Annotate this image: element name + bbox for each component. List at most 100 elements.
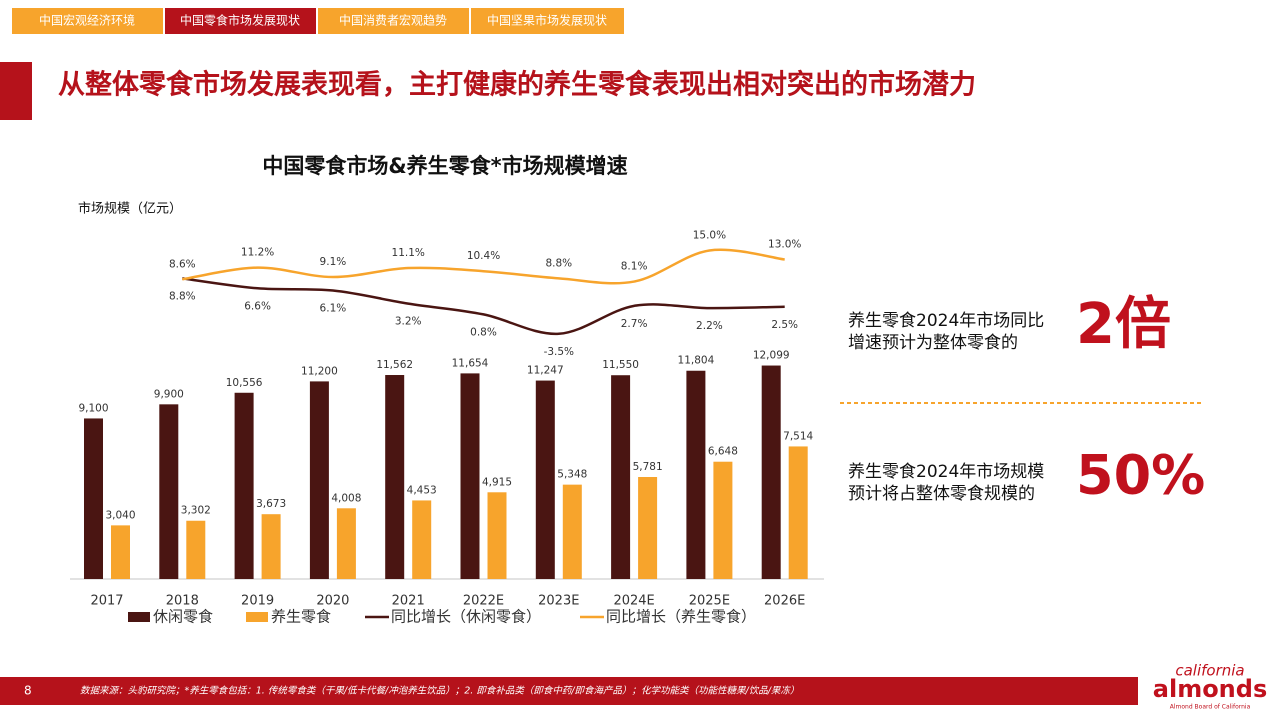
tab-active[interactable] — [165, 8, 316, 34]
legend-label: 同比增长（养生零食） — [606, 608, 756, 626]
data-label: 4,453 — [407, 484, 437, 496]
headline-accent — [0, 62, 32, 120]
data-label: 15.0% — [693, 230, 726, 242]
bar — [336, 508, 356, 579]
bar — [562, 484, 582, 579]
tab-label[interactable]: 中国零食市场发展现状 — [180, 13, 300, 28]
data-label: 6,648 — [708, 446, 738, 458]
x-tick-label: 2026E — [764, 594, 805, 609]
bar — [309, 381, 329, 579]
data-label: 8.1% — [621, 261, 648, 273]
bar — [460, 373, 480, 579]
data-label: 11,247 — [527, 365, 564, 377]
chart-title: 中国零食市场&养生零食*市场规模增速 — [262, 154, 627, 178]
data-label: 9,900 — [154, 388, 184, 400]
data-label: 10.4% — [467, 250, 500, 262]
data-label: 6.1% — [320, 303, 347, 315]
page-number: 8 — [24, 684, 32, 698]
data-label: 8.8% — [545, 257, 572, 269]
data-label: 2.7% — [621, 318, 648, 330]
tab-label[interactable]: 中国消费者宏观趋势 — [339, 13, 447, 28]
bar — [234, 392, 254, 579]
legend-swatch — [246, 612, 268, 622]
callout-figure: 50% — [1076, 444, 1205, 507]
bar — [611, 375, 631, 579]
y-axis-label: 市场规模（亿元） — [78, 201, 182, 217]
bar — [111, 525, 130, 579]
data-label: 7,514 — [783, 430, 813, 442]
data-label: 3.2% — [395, 316, 422, 328]
data-label: 11.1% — [392, 247, 425, 259]
data-label: 11,654 — [452, 357, 489, 369]
growth-line — [182, 277, 785, 336]
x-tick-label: 2019 — [241, 594, 274, 609]
bar — [761, 365, 781, 579]
x-tick-label: 2017 — [90, 594, 123, 609]
data-label: -3.5% — [544, 346, 574, 358]
bar — [186, 520, 206, 579]
bar — [159, 404, 179, 579]
x-tick-label: 2024E — [613, 594, 654, 609]
data-label: 0.8% — [470, 326, 497, 338]
bar — [788, 446, 808, 579]
bar — [385, 375, 405, 579]
legend-label: 养生零食 — [271, 608, 331, 626]
legend-label: 同比增长（休闲零食） — [391, 608, 541, 626]
growth-line — [182, 248, 785, 285]
logo-main: almonds — [1153, 675, 1267, 703]
logo-sub: Almond Board of California — [1170, 704, 1251, 711]
headline: 从整体零食市场发展表现看，主打健康的养生零食表现出相对突出的市场潜力 — [58, 69, 976, 101]
callout-text: 养生零食2024年市场同比 — [848, 311, 1044, 331]
x-tick-label: 2020 — [316, 594, 349, 609]
data-label: 11.2% — [241, 247, 274, 259]
data-label: 11,200 — [301, 365, 338, 377]
bar — [84, 418, 103, 579]
data-label: 8.6% — [169, 258, 196, 270]
tab[interactable] — [12, 8, 163, 34]
data-label: 13.0% — [768, 239, 801, 251]
bar — [412, 500, 432, 579]
bar — [686, 370, 706, 579]
data-label: 3,673 — [256, 498, 286, 510]
data-label: 9.1% — [320, 256, 347, 268]
tab[interactable] — [318, 8, 469, 34]
logo-top: california — [1175, 662, 1244, 680]
x-tick-label: 2022E — [463, 594, 504, 609]
data-label: 11,804 — [678, 355, 715, 367]
data-label: 6.6% — [244, 300, 271, 312]
data-label: 12,099 — [753, 350, 790, 362]
data-label: 2.2% — [696, 320, 723, 332]
data-label: 5,781 — [633, 461, 663, 473]
x-tick-label: 2025E — [689, 594, 730, 609]
data-label: 3,302 — [181, 505, 211, 517]
x-tick-label: 2021 — [392, 594, 425, 609]
callout-text: 预计将占整体零食规模的 — [848, 484, 1035, 504]
legend-swatch — [128, 612, 150, 622]
callout-text: 养生零食2024年市场规模 — [848, 462, 1044, 482]
data-label: 10,556 — [226, 377, 263, 389]
legend-label: 休闲零食 — [153, 608, 213, 626]
callout-text: 增速预计为整体零食的 — [848, 333, 1018, 353]
data-label: 4,008 — [331, 492, 361, 504]
bar — [713, 461, 733, 579]
bar — [261, 514, 281, 579]
tab-label[interactable]: 中国宏观经济环境 — [39, 13, 135, 28]
bar — [638, 477, 658, 579]
data-label: 8.8% — [169, 290, 196, 302]
callout-figure: 2倍 — [1076, 292, 1171, 357]
data-label: 9,100 — [78, 402, 108, 414]
tab[interactable] — [471, 8, 624, 34]
data-label: 11,550 — [602, 359, 639, 371]
bar — [487, 492, 507, 579]
x-tick-label: 2023E — [538, 594, 579, 609]
footer-bar — [0, 677, 1138, 705]
data-label: 5,348 — [557, 469, 587, 481]
bar — [535, 380, 555, 579]
data-label: 2.5% — [771, 319, 798, 331]
x-tick-label: 2018 — [166, 594, 199, 609]
tab-label[interactable]: 中国坚果市场发展现状 — [487, 13, 607, 28]
data-label: 3,040 — [105, 509, 135, 521]
data-label: 11,562 — [376, 359, 413, 371]
source-note: 数据来源：头豹研究院；*养生零食包括：1. 传统零食类（干果/低卡代餐/冲泡养生… — [80, 685, 799, 697]
